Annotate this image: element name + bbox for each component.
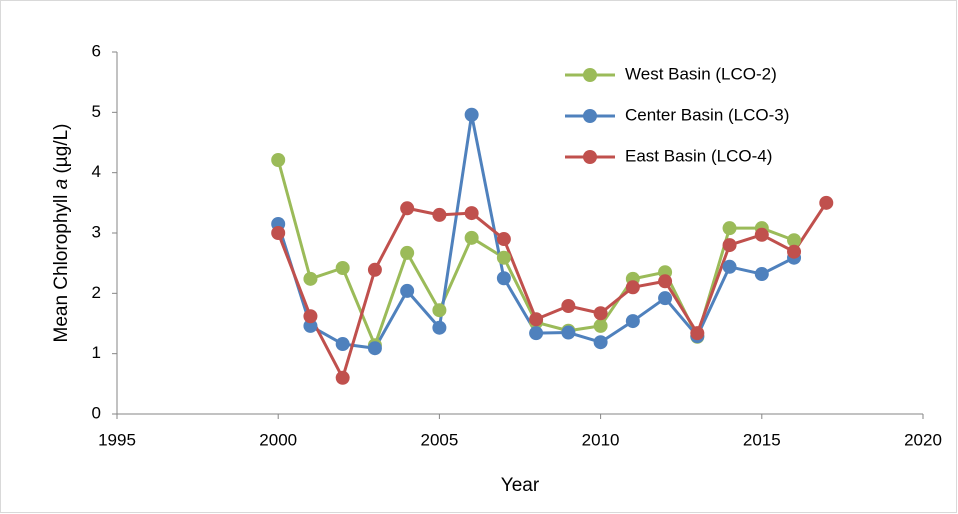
data-point — [593, 335, 608, 350]
data-point — [529, 326, 544, 341]
legend-swatch-marker — [583, 109, 597, 123]
y-axis-title: Mean Chlorophyll a (µg/L) — [51, 123, 72, 342]
x-tick-label: 2005 — [420, 430, 458, 449]
data-point — [432, 320, 447, 335]
data-point — [593, 306, 608, 321]
data-point — [400, 201, 415, 216]
data-point — [658, 274, 673, 289]
data-point — [432, 207, 447, 222]
y-tick-label: 0 — [92, 403, 101, 422]
data-point — [464, 206, 479, 221]
data-point — [787, 244, 802, 259]
x-tick-label: 1995 — [98, 430, 136, 449]
y-tick-label: 3 — [92, 222, 101, 241]
x-tick-label: 2015 — [743, 430, 781, 449]
x-tick-label: 2020 — [904, 430, 942, 449]
data-point — [432, 303, 447, 318]
data-point — [722, 221, 737, 236]
data-point — [464, 230, 479, 245]
data-point — [303, 309, 318, 324]
y-axis-title-part: Mean Chlorophyll — [51, 189, 72, 342]
data-point — [303, 271, 318, 286]
y-tick-label: 5 — [92, 102, 101, 121]
data-point — [335, 260, 350, 275]
x-tick-label: 2010 — [582, 430, 620, 449]
data-point — [400, 283, 415, 298]
legend-label: Center Basin (LCO-3) — [625, 105, 789, 124]
data-point — [464, 107, 479, 122]
data-point — [496, 271, 511, 286]
data-point — [690, 326, 705, 341]
data-point — [367, 262, 382, 277]
legend-label: East Basin (LCO-4) — [625, 146, 772, 165]
data-point — [303, 318, 318, 333]
data-point — [625, 314, 640, 329]
data-point — [819, 195, 834, 210]
x-tick-label: 2000 — [259, 430, 297, 449]
data-point — [400, 245, 415, 260]
legend-swatch-marker — [583, 68, 597, 82]
data-point — [722, 238, 737, 253]
data-point — [787, 233, 802, 248]
data-point — [335, 370, 350, 385]
y-axis-title-part: a — [51, 179, 72, 190]
y-tick-label: 1 — [92, 343, 101, 362]
data-point — [271, 152, 286, 167]
data-point — [754, 227, 769, 242]
data-point — [722, 259, 737, 274]
data-point — [658, 291, 673, 306]
y-tick-label: 4 — [92, 162, 101, 181]
data-point — [496, 250, 511, 265]
data-point — [496, 232, 511, 247]
y-tick-label: 2 — [92, 283, 101, 302]
y-tick-label: 6 — [92, 41, 101, 60]
data-point — [754, 267, 769, 282]
data-point — [529, 312, 544, 327]
data-point — [561, 325, 576, 340]
data-point — [561, 299, 576, 314]
data-point — [625, 280, 640, 295]
data-point — [271, 226, 286, 240]
legend-swatch-marker — [583, 150, 597, 164]
data-point — [593, 318, 608, 333]
data-point — [335, 337, 350, 352]
data-point — [367, 341, 382, 356]
y-axis-title-part: (µg/L) — [51, 123, 72, 178]
legend-label: West Basin (LCO-2) — [625, 64, 777, 83]
x-axis-title: Year — [501, 475, 540, 496]
